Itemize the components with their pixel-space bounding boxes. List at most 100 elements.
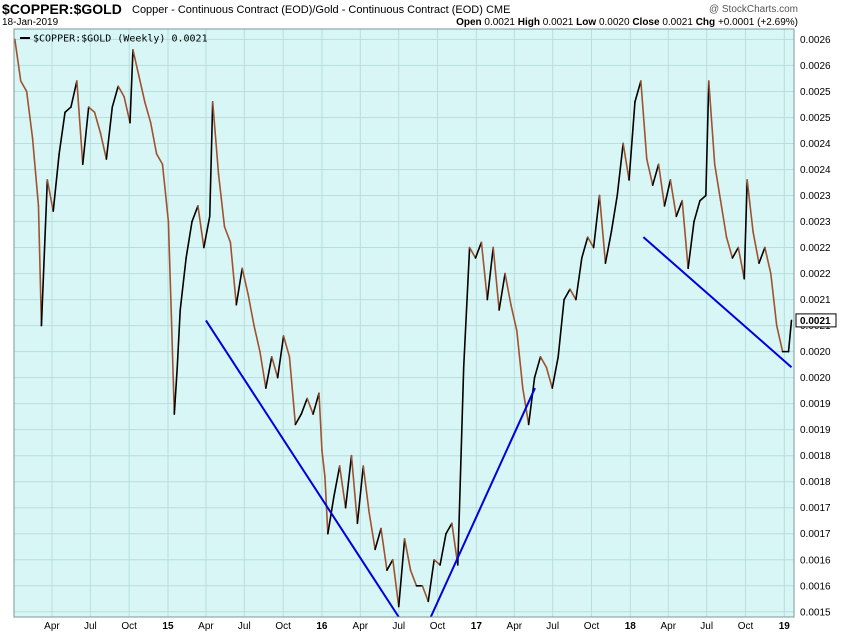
series-segment	[25, 90, 34, 140]
x-tick-label: Apr	[44, 621, 60, 632]
y-tick-label: 0.0026	[800, 35, 831, 46]
series-segment	[693, 199, 701, 223]
last-value-label: 0.0021	[800, 316, 831, 327]
x-tick-label: Jul	[546, 621, 559, 632]
series-segment	[764, 246, 772, 275]
trendline	[429, 387, 536, 618]
series-segment	[197, 205, 205, 249]
series-segment	[616, 142, 624, 197]
series-segment	[640, 80, 648, 160]
series-segment	[40, 179, 49, 327]
legend-entry: $COPPER:$GOLD (Weekly) 0.0021	[33, 34, 208, 45]
y-tick-label: 0.0023	[800, 217, 831, 228]
series-segment	[380, 527, 388, 571]
series-segment	[179, 257, 187, 311]
series-segment	[651, 163, 660, 186]
y-tick-label: 0.0020	[800, 347, 831, 358]
series-segment	[76, 80, 84, 166]
series-segment	[569, 288, 577, 301]
series-segment	[253, 324, 261, 353]
series-segment	[356, 465, 365, 525]
x-tick-label: Apr	[353, 621, 369, 632]
y-tick-label: 0.0024	[800, 139, 831, 150]
series-segment	[155, 153, 164, 166]
series-segment	[332, 465, 341, 499]
series-segment	[557, 298, 565, 358]
series-segment	[321, 449, 326, 478]
x-tick-label: Jul	[84, 621, 97, 632]
y-tick-label: 0.0024	[800, 165, 831, 176]
series-segment	[81, 106, 90, 166]
series-segment	[282, 335, 291, 358]
x-tick-label: Oct	[584, 621, 600, 632]
series-segment	[270, 356, 279, 379]
series-segment	[707, 80, 716, 166]
series-segment	[622, 142, 630, 181]
series-segment	[743, 179, 748, 280]
series-segment	[203, 215, 211, 249]
series-segment	[504, 272, 512, 306]
series-segment	[545, 366, 554, 389]
x-tick-label: Oct	[738, 621, 754, 632]
series-segment	[386, 558, 394, 571]
series-segment	[628, 101, 636, 181]
chg-value: +0.0001 (+2.69%)	[717, 17, 798, 28]
trendline	[642, 236, 793, 368]
series-segment	[474, 241, 483, 259]
series-segment	[170, 314, 176, 415]
series-segment	[362, 465, 370, 514]
open-label: Open	[456, 17, 482, 28]
y-tick-label: 0.0023	[800, 191, 831, 202]
series-segment	[161, 163, 170, 223]
series-segment	[235, 267, 244, 306]
series-segment	[397, 538, 406, 608]
x-tick-label: Jul	[392, 621, 405, 632]
series-segment	[699, 194, 707, 202]
series-segment	[439, 532, 447, 566]
series-segment	[752, 231, 760, 264]
chg-label: Chg	[695, 17, 716, 28]
series-segment	[111, 85, 119, 108]
plot-background	[14, 29, 794, 617]
y-tick-label: 0.0016	[800, 555, 831, 566]
series-segment	[138, 75, 146, 103]
series-segment	[663, 179, 672, 207]
close-label: Close	[632, 17, 660, 28]
series-segment	[468, 246, 477, 259]
series-segment	[769, 272, 778, 327]
series-segment	[462, 246, 471, 369]
series-segment	[338, 465, 347, 509]
open-value: 0.0021	[484, 17, 515, 28]
series-segment	[368, 512, 376, 551]
y-tick-label: 0.0015	[800, 607, 831, 618]
x-tick-label: 18	[625, 621, 637, 632]
x-tick-label: Apr	[198, 621, 214, 632]
y-tick-label: 0.0019	[800, 399, 831, 410]
series-segment	[167, 220, 173, 316]
series-segment	[93, 111, 102, 134]
series-segment	[551, 356, 559, 389]
series-segment	[675, 199, 684, 218]
series-segment	[527, 376, 536, 426]
series-segment	[492, 246, 500, 311]
series-segment	[374, 527, 382, 551]
series-segment	[498, 272, 506, 311]
series-segment	[681, 199, 689, 270]
series-segment	[592, 194, 601, 249]
symbol-title: $COPPER:$GOLD	[2, 1, 122, 17]
series-segment	[533, 356, 542, 379]
series-segment	[46, 179, 55, 212]
series-segment	[105, 106, 114, 160]
y-tick-label: 0.0018	[800, 451, 831, 462]
series-segment	[725, 236, 734, 259]
series-segment	[403, 538, 412, 571]
series-segment	[563, 288, 571, 301]
series-segment	[185, 220, 193, 259]
series-segment	[241, 267, 249, 296]
series-segment	[456, 366, 465, 566]
chart-date: 18-Jan-2019	[2, 17, 59, 28]
y-tick-label: 0.0022	[800, 243, 831, 254]
series-segment	[731, 246, 740, 259]
series-segment	[52, 153, 60, 212]
